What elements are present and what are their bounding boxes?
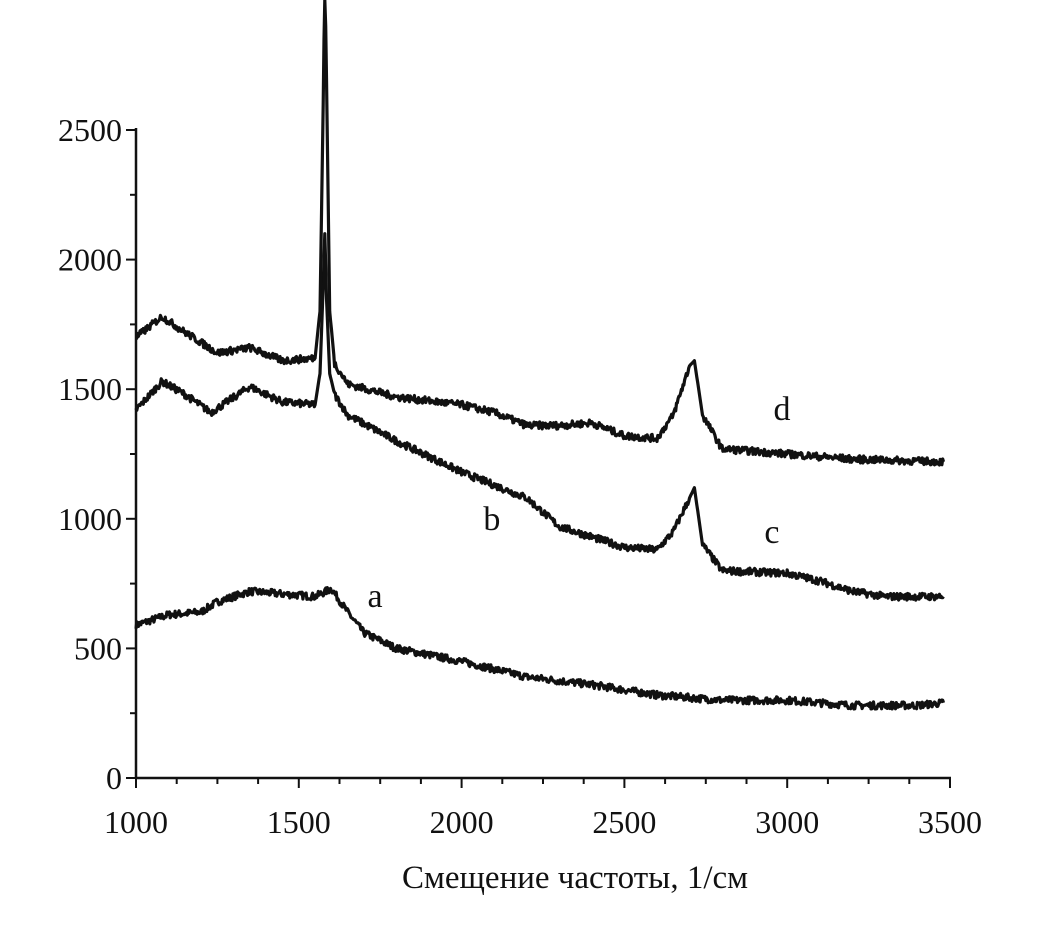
ticks-layer: 1000 1500 2000 2500 3000 3500 0 500 1000 1500 2000…: [58, 112, 982, 840]
y-tick-label: 1500: [58, 371, 122, 407]
annotations-layer: a b c d: [367, 391, 790, 615]
y-tick-label: 2000: [58, 242, 122, 278]
y-tick-label: 0: [106, 760, 122, 796]
y-tick-label: 1000: [58, 501, 122, 537]
series-line-b-c: [134, 232, 945, 602]
x-tick-label: 1000: [104, 804, 168, 840]
curve-label-b: b: [483, 501, 500, 538]
series-line-a: [134, 585, 946, 711]
y-tick-label: 500: [74, 630, 122, 666]
x-tick-label: 2000: [430, 804, 494, 840]
series-layer: [134, 0, 946, 711]
series-line-d: [134, 0, 946, 467]
x-axis-label: Смещение частоты, 1/см: [402, 860, 748, 896]
curve-label-c: c: [764, 514, 779, 551]
x-tick-label: 1500: [267, 804, 331, 840]
y-tick-label: 2500: [58, 112, 122, 148]
x-tick-label: 3500: [918, 804, 982, 840]
curve-label-d: d: [773, 391, 790, 428]
curve-label-a: a: [367, 578, 382, 615]
x-tick-label: 2500: [592, 804, 656, 840]
x-tick-label: 3000: [755, 804, 819, 840]
